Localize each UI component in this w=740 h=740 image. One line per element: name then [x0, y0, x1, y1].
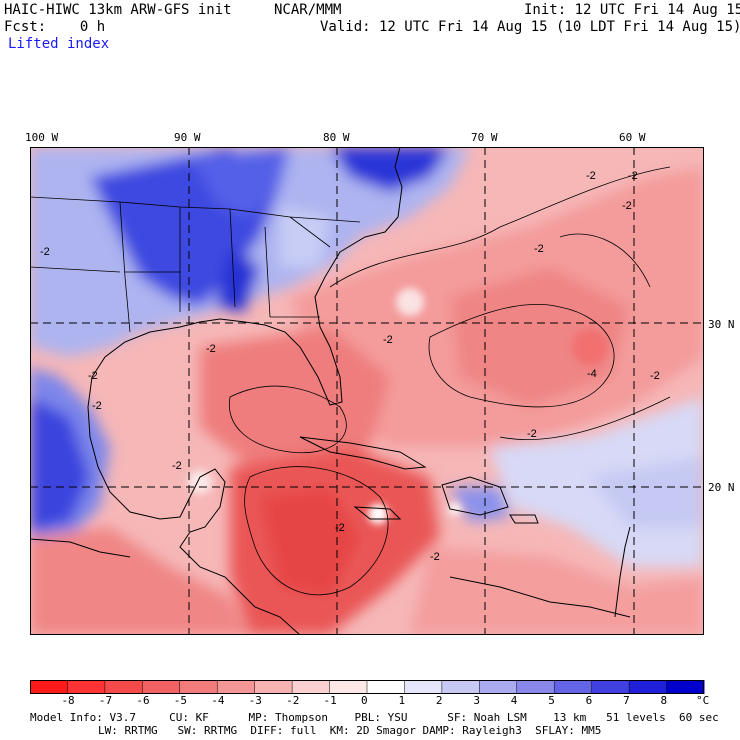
colorbar-swatch — [479, 680, 518, 694]
colorbar-frame — [30, 680, 704, 694]
contour-label-group: -2 -2 -2 -2 -2 -2 -4 -2 -2 -2 -2 -2 -2 -… — [40, 170, 660, 563]
colorbar-swatch — [329, 680, 368, 694]
colorbar-swatch — [67, 680, 106, 694]
contour-label: -2 — [534, 243, 544, 255]
contour-label: -2 — [527, 428, 537, 440]
contour-label: -2 — [628, 170, 638, 182]
colorbar-swatch — [591, 680, 630, 694]
state-borders — [30, 196, 361, 333]
colorbar-label: 4 — [510, 694, 518, 707]
model-info-line1: Model Info: V3.7 CU: KF MP: Thompson PBL… — [30, 711, 719, 724]
lat-lon-grid — [30, 147, 704, 635]
contour-label: -2 — [206, 343, 216, 355]
lat-label-20n: 20 N — [708, 481, 735, 494]
colorbar-label: -2 — [286, 694, 300, 707]
contour-label: -2 — [88, 370, 98, 382]
colorbar-swatch — [367, 680, 405, 694]
colorbar-swatch — [142, 680, 181, 694]
lon-label-90w: 90 W — [174, 131, 201, 144]
lon-label-70w: 70 W — [471, 131, 498, 144]
colorbar-label: -4 — [211, 694, 225, 707]
field-shading — [30, 147, 704, 635]
map-frame — [30, 147, 704, 635]
model-info-line2: LW: RRTMG SW: RRTMG DIFF: full KM: 2D Sm… — [98, 724, 602, 737]
lon-label-80w: 80 W — [323, 131, 350, 144]
contour-label: -2 — [622, 200, 632, 212]
lon-label-60w: 60 W — [619, 131, 646, 144]
init-time: Init: 12 UTC Fri 14 Aug 15 — [524, 2, 740, 18]
organization-label: NCAR/MMM — [274, 2, 342, 18]
colorbar-swatch — [666, 680, 705, 694]
colorbar-label: -5 — [173, 694, 188, 707]
contour-lines — [228, 166, 671, 596]
colorbar-swatch — [629, 680, 668, 694]
contour-label: -2 — [383, 334, 393, 346]
contour-label: -2 — [172, 460, 182, 472]
colorbar-swatch — [516, 680, 555, 694]
colorbar-label: 5 — [548, 694, 555, 707]
colorbar-swatches — [30, 680, 705, 694]
contour-label: -2 — [92, 400, 102, 412]
colorbar-unit: °C — [696, 694, 710, 707]
field-name: Lifted index — [8, 36, 110, 52]
colorbar-label: 2 — [435, 694, 443, 707]
colorbar — [30, 680, 705, 694]
contour-label: -2 — [430, 551, 440, 563]
contour-label: -2 — [586, 170, 596, 182]
contour-label: -2 — [650, 370, 660, 382]
forecast-hour: Fcst: 0 h — [4, 19, 106, 35]
colorbar-swatch — [554, 680, 593, 694]
colorbar-labels: -8 -7 -6 -5 -4 -3 -2 -1 0 1 2 3 4 5 6 7 8 — [30, 694, 730, 708]
model-title: HAIC-HIWC 13km ARW-GFS init — [4, 2, 232, 18]
colorbar-label: 6 — [585, 694, 593, 707]
contour-label: -2 — [335, 522, 345, 534]
colorbar-label: 1 — [398, 694, 406, 707]
contour-label: -4 — [587, 368, 597, 380]
colorbar-label: -8 — [61, 694, 75, 707]
colorbar-label: 8 — [660, 694, 668, 707]
lon-label-100w: 100 W — [25, 131, 59, 144]
colorbar-swatch — [404, 680, 443, 694]
colorbar-label: -1 — [323, 694, 337, 707]
valid-time: Valid: 12 UTC Fri 14 Aug 15 (10 LDT Fri … — [320, 19, 740, 35]
colorbar-label: 3 — [473, 694, 480, 707]
lifted-index-map: -2 -2 -2 -2 -2 -2 -4 -2 -2 -2 -2 -2 -2 -… — [30, 147, 704, 635]
colorbar-swatch — [292, 680, 331, 694]
colorbar-swatch — [254, 680, 293, 694]
colorbar-label: -7 — [98, 694, 113, 707]
colorbar-label: 0 — [361, 694, 368, 707]
colorbar-swatch — [179, 680, 218, 694]
colorbar-label: -6 — [136, 694, 150, 707]
colorbar-swatch — [441, 680, 480, 694]
contour-label: -2 — [40, 246, 50, 258]
colorbar-label: -3 — [248, 694, 262, 707]
colorbar-swatch — [104, 680, 143, 694]
coastlines — [30, 147, 631, 635]
lat-label-30n: 30 N — [708, 318, 735, 331]
colorbar-swatch — [217, 680, 256, 694]
colorbar-label: 7 — [623, 694, 630, 707]
colorbar-swatch — [30, 680, 68, 694]
